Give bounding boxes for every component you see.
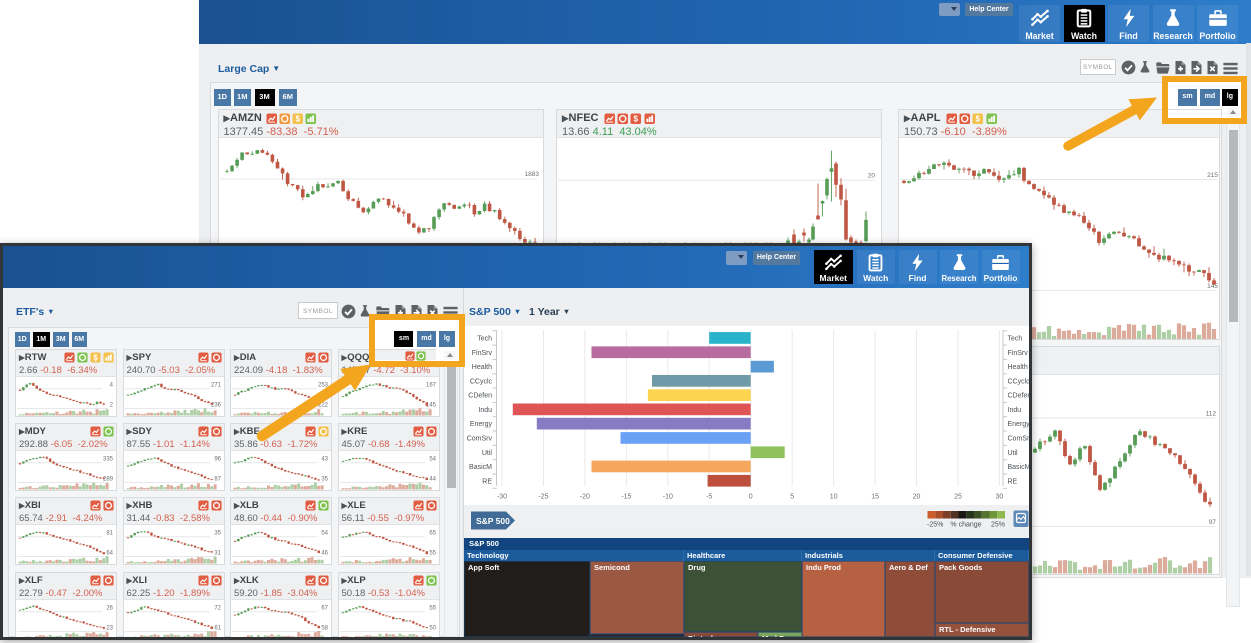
svg-text:ComSrv: ComSrv [467, 436, 493, 443]
svg-text:35: 35 [214, 531, 221, 537]
svg-text:CDefen: CDefen [468, 393, 492, 400]
svg-text:FinSrv: FinSrv [472, 350, 493, 357]
svg-text:67: 67 [321, 605, 328, 611]
svg-text:20: 20 [868, 172, 876, 179]
svg-text:-20: -20 [580, 494, 590, 501]
svg-text:96: 96 [214, 457, 221, 463]
svg-text:-10: -10 [663, 494, 673, 501]
svg-text:Health: Health [1008, 364, 1028, 371]
svg-text:145: 145 [425, 403, 436, 409]
svg-text:44: 44 [429, 477, 436, 483]
svg-text:54: 54 [321, 531, 328, 537]
svg-text:87: 87 [214, 477, 221, 483]
svg-text:58: 58 [321, 625, 328, 631]
svg-text:54: 54 [429, 457, 436, 463]
svg-text:55: 55 [429, 605, 436, 611]
svg-text:1883: 1883 [524, 171, 539, 178]
svg-text:$: $ [93, 353, 98, 362]
svg-text:81: 81 [106, 531, 113, 537]
svg-text:0: 0 [749, 494, 753, 501]
svg-text:25: 25 [954, 494, 962, 501]
svg-text:23: 23 [106, 625, 113, 631]
svg-text:31: 31 [214, 551, 221, 557]
svg-text:Health: Health [472, 364, 492, 371]
svg-text:Tech: Tech [477, 336, 492, 343]
svg-text:64: 64 [106, 551, 113, 557]
svg-text:CCyclc: CCyclc [470, 378, 493, 385]
svg-text:Util: Util [482, 450, 493, 457]
svg-text:BasicM: BasicM [1008, 464, 1030, 471]
svg-text:271: 271 [210, 383, 221, 389]
svg-text:5: 5 [790, 494, 794, 501]
svg-text:335: 335 [103, 457, 114, 463]
svg-text:20: 20 [913, 494, 921, 501]
svg-text:25%: 25% [991, 522, 1005, 529]
svg-text:RE: RE [482, 478, 492, 485]
svg-text:-25%: -25% [927, 522, 943, 529]
svg-text:289: 289 [103, 477, 114, 483]
svg-text:RE: RE [1008, 478, 1018, 485]
svg-text:CDefen: CDefen [1008, 393, 1030, 400]
svg-text:-15: -15 [621, 494, 631, 501]
svg-text:2: 2 [110, 403, 114, 409]
svg-text:145: 145 [1207, 283, 1218, 290]
svg-text:112: 112 [1206, 411, 1217, 418]
svg-text:15: 15 [871, 494, 879, 501]
svg-text:ComSrv: ComSrv [1008, 436, 1030, 443]
svg-text:BasicM: BasicM [469, 464, 492, 471]
svg-text:35: 35 [321, 477, 328, 483]
svg-text:72: 72 [214, 605, 221, 611]
svg-text:10: 10 [830, 494, 838, 501]
svg-text:30: 30 [996, 494, 1004, 501]
svg-text:55: 55 [429, 551, 436, 557]
svg-text:Tech: Tech [1008, 336, 1023, 343]
svg-text:253: 253 [318, 383, 329, 389]
svg-text:S&P 500: S&P 500 [476, 516, 510, 526]
svg-text:Indu: Indu [478, 407, 492, 414]
svg-text:46: 46 [321, 551, 328, 557]
svg-text:$: $ [634, 114, 639, 123]
svg-text:-30: -30 [497, 494, 507, 501]
svg-text:% change: % change [950, 522, 981, 529]
svg-text:-25: -25 [538, 494, 548, 501]
svg-text:Energy: Energy [1008, 421, 1030, 428]
svg-text:65: 65 [429, 531, 436, 537]
svg-text:215: 215 [1207, 172, 1218, 179]
svg-text:FinSrv: FinSrv [1008, 350, 1029, 357]
svg-text:61: 61 [214, 625, 221, 631]
svg-text:236: 236 [210, 403, 221, 409]
svg-text:-5: -5 [706, 494, 712, 501]
svg-text:26: 26 [106, 605, 113, 611]
svg-text:97: 97 [1209, 519, 1217, 526]
svg-text:43: 43 [321, 457, 328, 463]
svg-text:Util: Util [1008, 450, 1019, 457]
svg-text:$: $ [976, 114, 981, 123]
svg-text:$: $ [295, 114, 300, 123]
svg-text:Indu: Indu [1008, 407, 1022, 414]
svg-text:Energy: Energy [470, 421, 493, 428]
svg-text:167: 167 [425, 383, 436, 389]
svg-text:4: 4 [110, 383, 114, 389]
svg-text:CCyclc: CCyclc [1008, 378, 1030, 385]
svg-text:50: 50 [429, 625, 436, 631]
